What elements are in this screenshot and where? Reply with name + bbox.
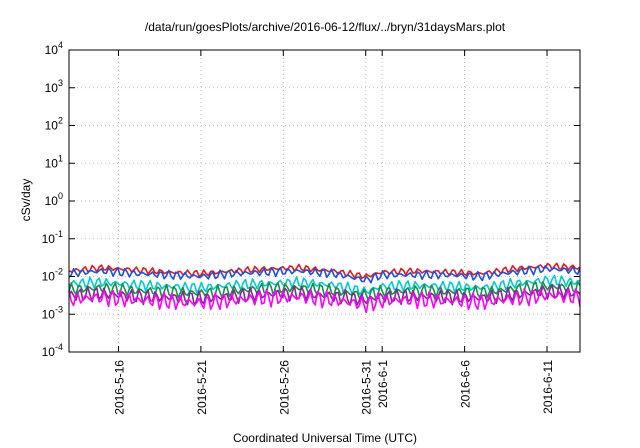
y-tick-exponent: -2 [55, 267, 63, 277]
x-tick-label: 2016-5-31 [360, 360, 374, 415]
series-line [68, 287, 581, 314]
y-tick-exponent: -3 [55, 304, 63, 314]
y-tick-label: 10-2 [42, 267, 63, 284]
x-axis-label: Coordinated Universal Time (UTC) [233, 431, 417, 445]
y-tick-exponent: 2 [58, 116, 63, 126]
x-tick-label: 2016-5-21 [195, 360, 209, 415]
series-line [68, 274, 581, 296]
y-tick-label: 100 [45, 191, 63, 208]
y-axis-label: cSv/day [19, 179, 33, 222]
y-tick-label: 102 [45, 116, 63, 133]
y-tick-exponent: 3 [58, 78, 63, 88]
y-tick-label: 10-3 [42, 304, 63, 321]
y-tick-exponent: -1 [55, 229, 63, 239]
grid [69, 50, 580, 352]
series-line [68, 265, 581, 284]
ticks: 10-410-310-210-11001011021031042016-5-16… [42, 40, 580, 415]
chart-title: /data/run/goesPlots/archive/2016-06-12/f… [145, 20, 506, 34]
x-tick-label: 2016-5-26 [277, 360, 291, 415]
y-tick-label: 10-4 [42, 342, 63, 359]
x-tick-label: 2016-6-11 [541, 360, 555, 414]
x-tick-label: 2016-5-16 [112, 360, 126, 415]
x-tick-label: 2016-6-6 [459, 360, 473, 408]
series-group [68, 262, 581, 314]
y-tick-label: 101 [45, 153, 63, 170]
x-tick-label: 2016-6-1 [376, 360, 390, 408]
y-tick-exponent: 0 [58, 191, 63, 201]
y-tick-exponent: 1 [58, 153, 63, 163]
y-tick-label: 10-1 [42, 229, 63, 246]
y-tick-label: 104 [45, 40, 63, 57]
y-tick-exponent: 4 [58, 40, 63, 50]
y-tick-exponent: -4 [55, 342, 63, 352]
y-tick-label: 103 [45, 78, 63, 95]
